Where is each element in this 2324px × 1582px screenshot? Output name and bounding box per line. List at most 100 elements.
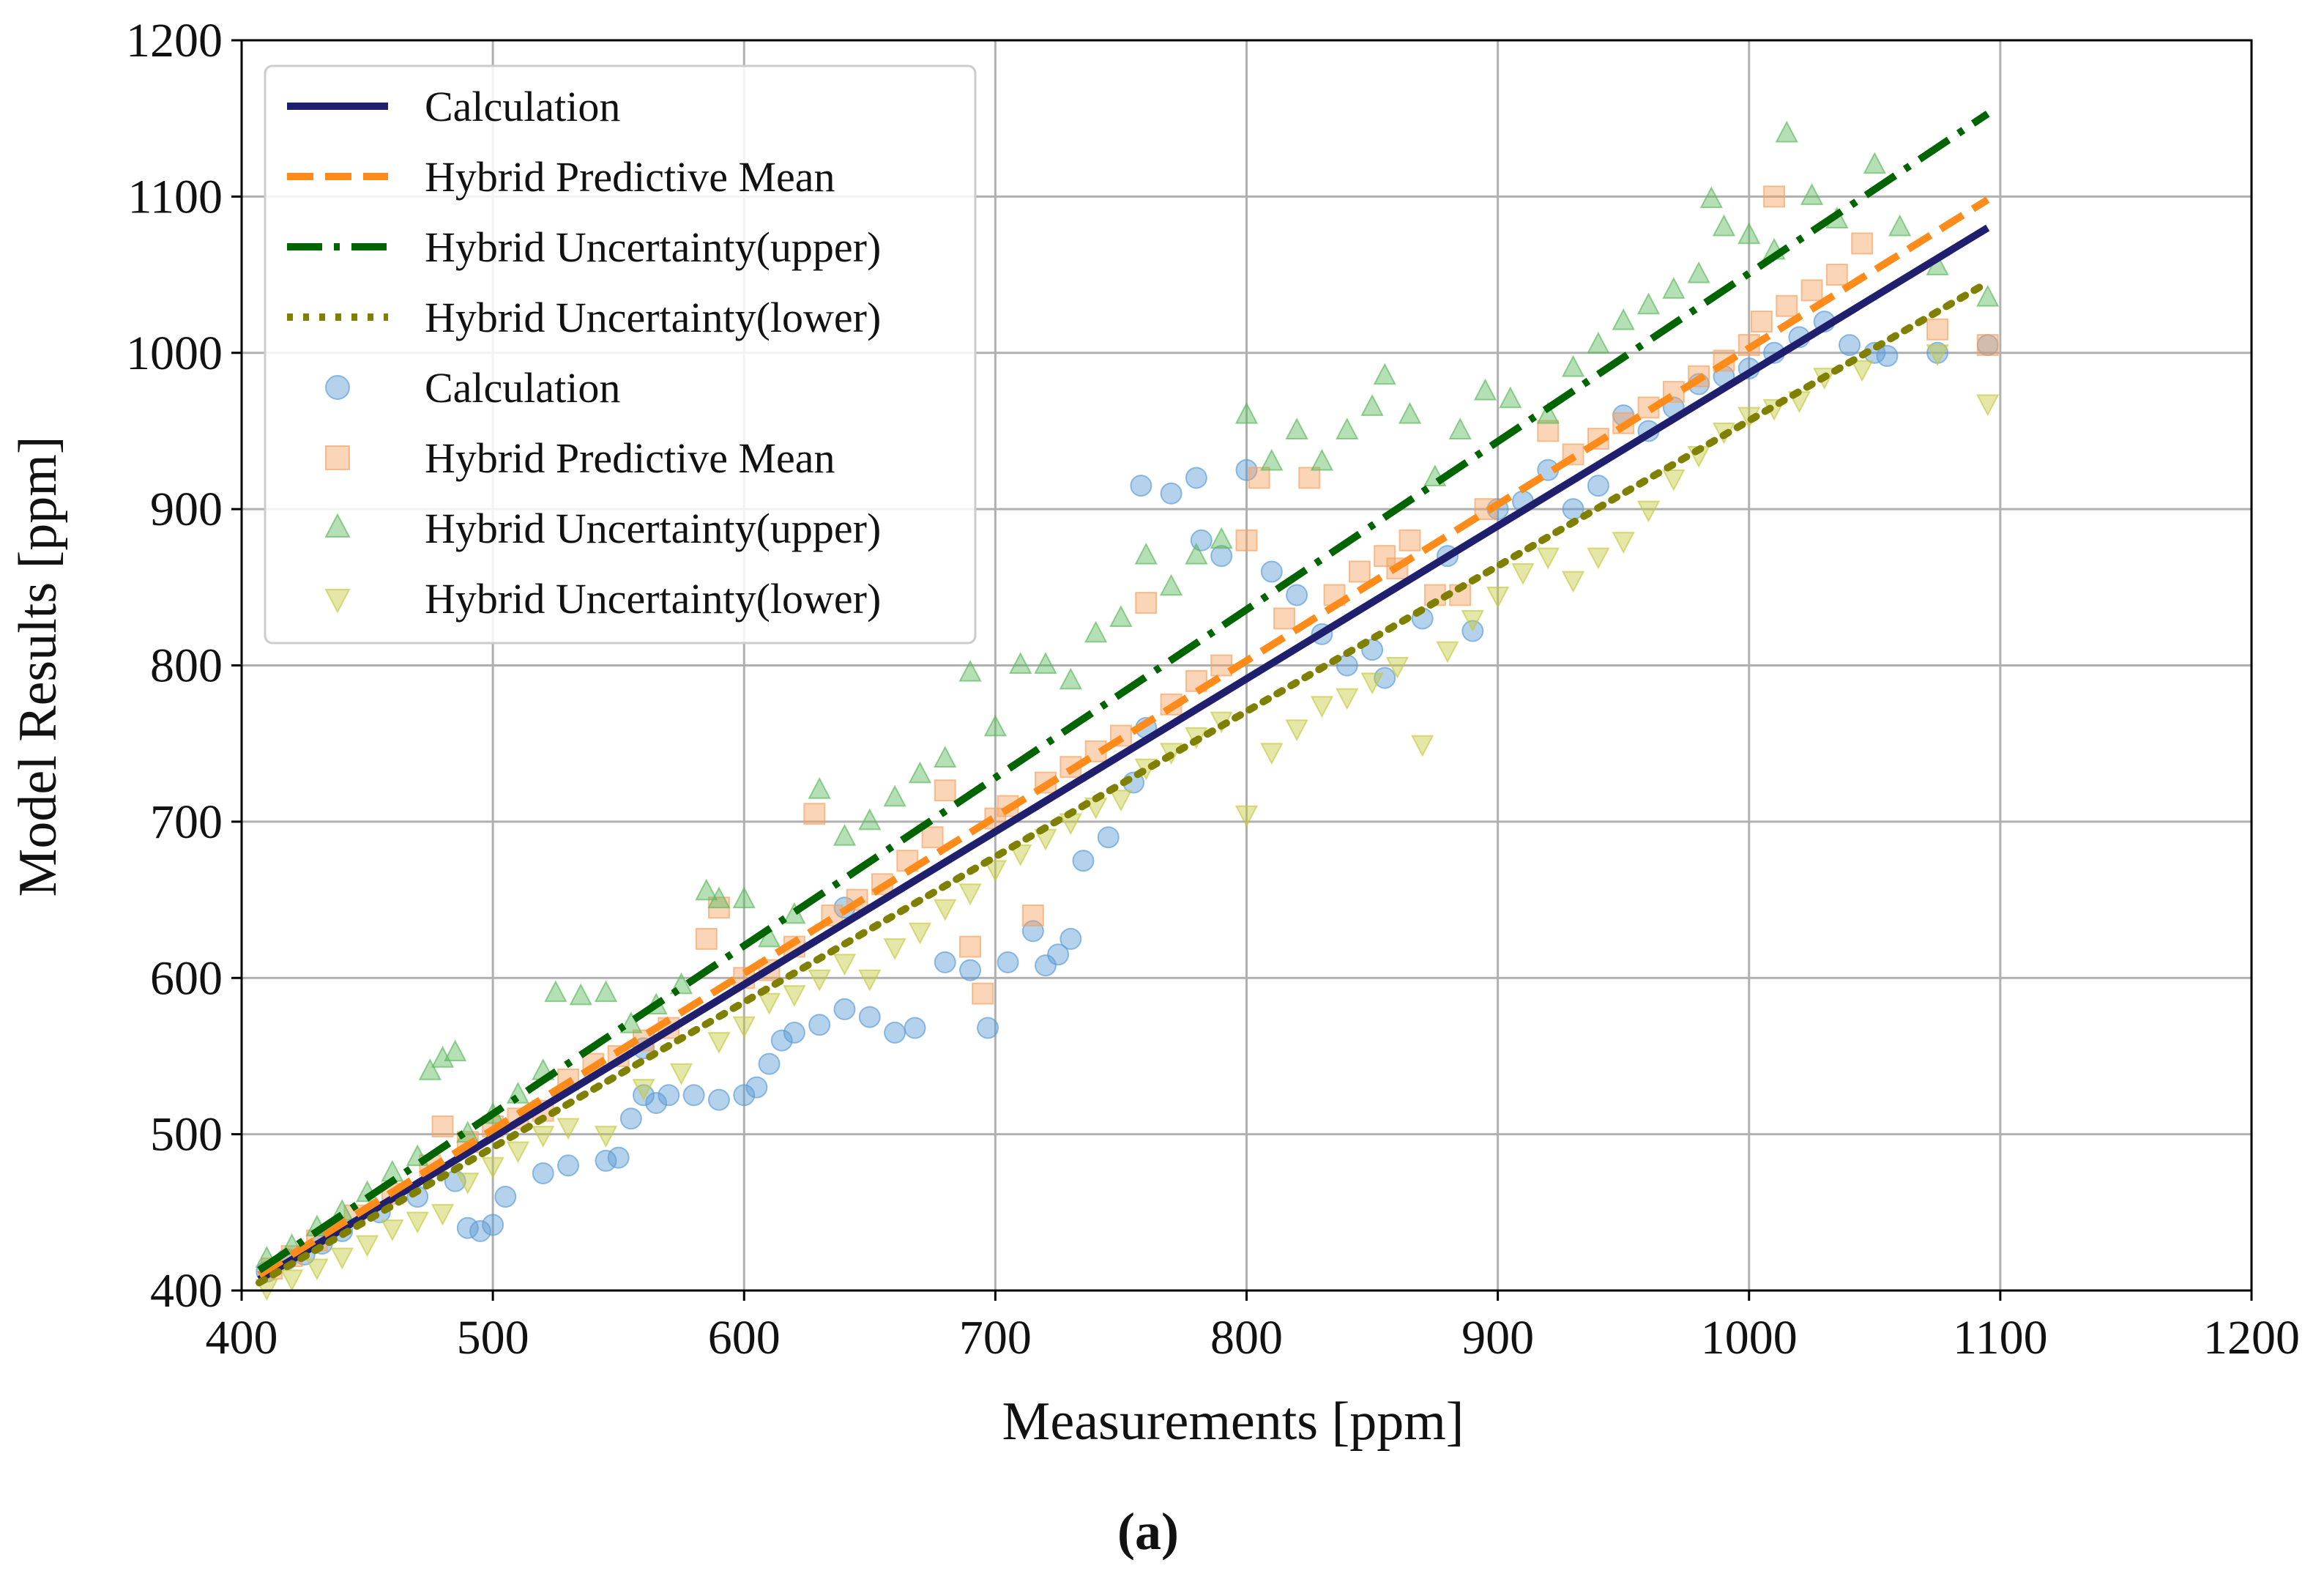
data-point — [1561, 354, 1585, 377]
data-point — [833, 998, 856, 1020]
y-tick-label: 1000 — [126, 327, 223, 380]
data-point — [330, 1247, 354, 1270]
x-tick-label: 1200 — [2203, 1311, 2300, 1364]
data-point — [406, 1211, 429, 1234]
data-point — [733, 1084, 756, 1107]
data-point — [556, 1118, 580, 1140]
data-point — [934, 951, 956, 973]
data-point — [732, 1016, 756, 1039]
legend-marker-swatch — [324, 513, 351, 538]
data-point — [1210, 654, 1233, 677]
fit-lines — [256, 111, 1992, 1287]
y-tick-label: 1100 — [127, 170, 223, 223]
data-point — [669, 1063, 693, 1085]
legend-label: Hybrid Uncertainty(upper) — [425, 223, 881, 271]
y-tick-label: 800 — [150, 639, 223, 693]
data-point — [770, 1029, 793, 1052]
data-point — [1130, 475, 1152, 497]
data-point — [1310, 696, 1334, 718]
data-point — [1699, 186, 1723, 209]
data-point — [381, 1219, 404, 1241]
data-point — [745, 1076, 768, 1099]
data-point — [858, 808, 882, 831]
data-point — [1021, 904, 1044, 926]
data-point — [808, 969, 831, 992]
x-tick-label: 600 — [708, 1311, 781, 1364]
data-point — [883, 938, 906, 960]
data-point — [934, 899, 957, 921]
data-point — [1210, 545, 1233, 568]
data-point — [280, 1269, 304, 1292]
figure-caption: (a) — [1117, 1502, 1179, 1561]
legend-marker-swatch — [324, 589, 351, 614]
data-point — [1286, 584, 1308, 606]
data-point — [1636, 500, 1661, 523]
legend-box — [264, 64, 977, 645]
data-point — [1587, 547, 1610, 570]
data-point — [482, 1214, 504, 1236]
data-point — [658, 1084, 680, 1107]
line-dashdot — [257, 111, 1990, 1274]
data-point — [833, 823, 857, 846]
data-point — [1499, 386, 1522, 409]
data-point — [1662, 469, 1686, 491]
data-point — [1662, 381, 1685, 404]
data-point — [1336, 417, 1359, 439]
data-point — [1109, 605, 1133, 627]
data-point — [858, 1006, 881, 1028]
y-tick-label: 600 — [150, 951, 223, 1005]
data-point — [1851, 232, 1874, 255]
data-point — [1360, 672, 1384, 695]
data-point — [783, 1021, 805, 1044]
legend-label: Calculation — [425, 83, 620, 130]
legend-marker-swatch — [325, 445, 350, 470]
line-dashed — [257, 196, 1990, 1278]
data-point — [1800, 183, 1824, 205]
data-point — [977, 1017, 999, 1039]
data-point — [1536, 547, 1560, 570]
data-point — [1461, 609, 1484, 632]
data-point — [958, 659, 982, 682]
data-point — [758, 1052, 781, 1075]
data-point — [1035, 954, 1057, 977]
data-point — [1750, 311, 1773, 333]
legend-label: Hybrid Uncertainty(lower) — [425, 294, 881, 341]
data-point — [1511, 562, 1535, 585]
data-point — [1448, 417, 1472, 439]
x-axis-title: Measurements [ppm] — [1002, 1392, 1464, 1452]
series-calculation — [256, 311, 1999, 1283]
data-point — [1776, 294, 1798, 317]
data-point — [983, 714, 1008, 737]
data-point — [1561, 571, 1585, 593]
data-point — [1537, 420, 1560, 442]
data-point — [532, 1126, 555, 1148]
data-point — [1486, 586, 1510, 609]
data-point — [1072, 850, 1095, 872]
data-point — [959, 935, 982, 958]
legend-label: Hybrid Uncertainty(lower) — [425, 575, 881, 623]
data-point — [569, 983, 592, 1006]
y-tick-label: 400 — [150, 1264, 223, 1318]
data-point — [1248, 467, 1270, 489]
data-point — [355, 1235, 379, 1258]
x-tick-label: 500 — [457, 1311, 529, 1364]
data-point — [443, 1039, 467, 1062]
line-solid — [257, 224, 1990, 1283]
data-point — [1084, 620, 1108, 643]
data-point — [595, 1149, 617, 1172]
data-point — [1059, 927, 1082, 950]
data-point — [783, 985, 806, 1007]
data-point — [1234, 805, 1259, 828]
x-tick-label: 1000 — [1701, 1311, 1798, 1364]
data-point — [1926, 318, 1949, 341]
data-point — [1285, 719, 1308, 742]
data-point — [1976, 284, 2000, 307]
data-point — [305, 1258, 329, 1281]
y-tick-label: 1200 — [126, 14, 223, 67]
data-point — [607, 1146, 630, 1169]
data-point — [619, 1107, 642, 1130]
data-point — [1360, 394, 1384, 416]
data-point — [1687, 261, 1710, 283]
